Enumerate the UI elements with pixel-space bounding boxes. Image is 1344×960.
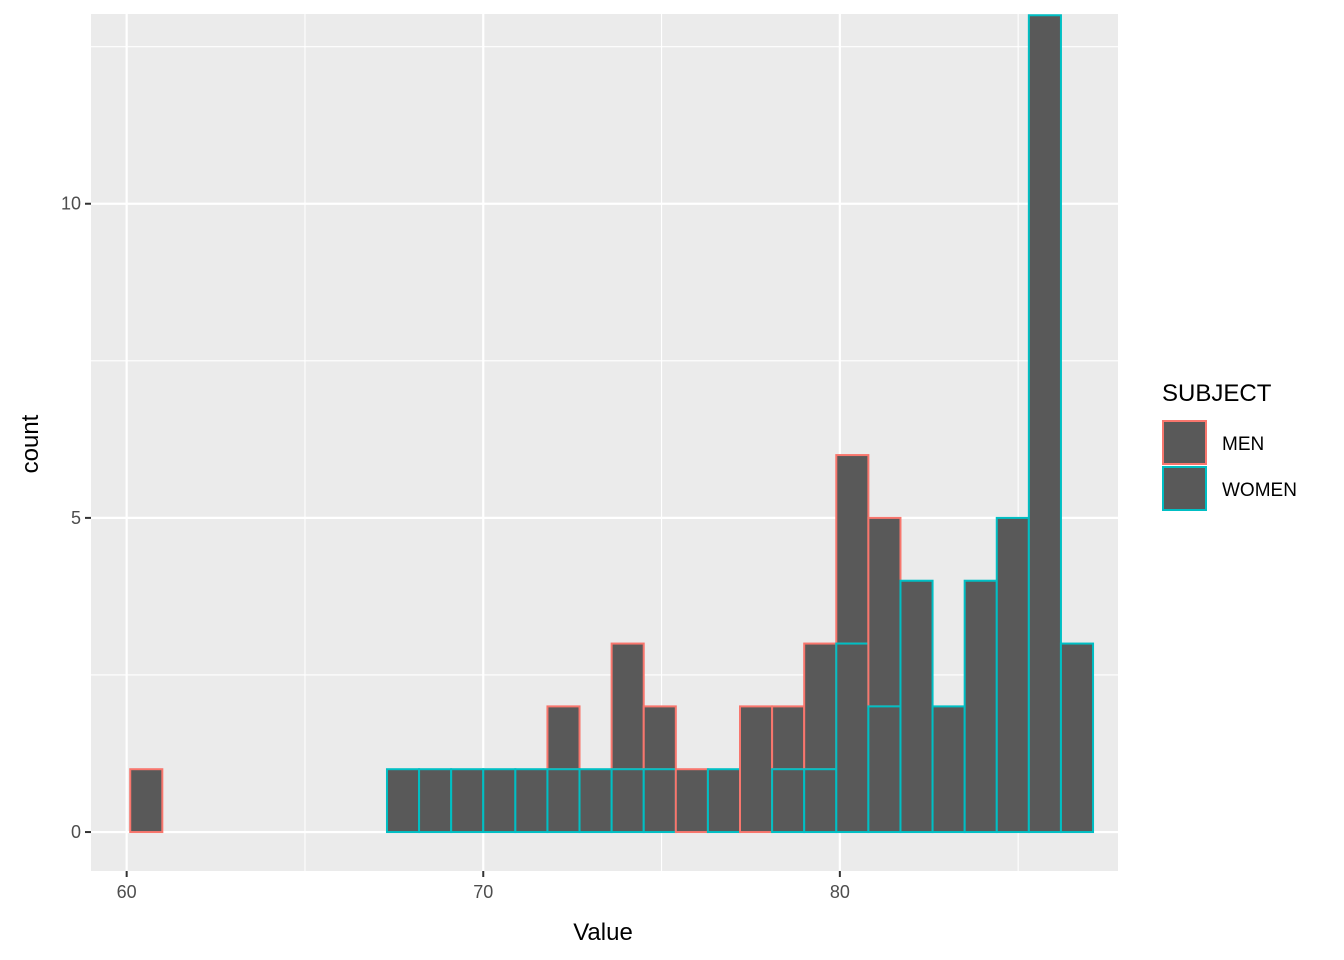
x-tick-label: 80 (830, 882, 850, 902)
bar-women (450, 768, 485, 834)
bar-women (803, 768, 838, 834)
bar-men (610, 642, 645, 771)
x-tick-label: 70 (473, 882, 493, 902)
bar-men (739, 705, 774, 834)
legend-title: SUBJECT (1162, 380, 1272, 407)
y-tick-label: 5 (71, 508, 81, 528)
bar-men (803, 642, 838, 771)
bar-women (931, 705, 966, 834)
bar-women (578, 768, 613, 834)
bar-women (706, 768, 742, 834)
bar-women (385, 768, 421, 834)
bar-men (835, 454, 870, 645)
bar-men (867, 516, 902, 708)
minor-gridlines (91, 14, 1118, 871)
y-tick-label: 10 (61, 194, 81, 214)
y-tick-label: 0 (71, 822, 81, 842)
histogram-bars (129, 14, 1095, 834)
bar-women (963, 579, 998, 834)
x-axis: 60 70 80 (117, 871, 850, 902)
bar-women (642, 768, 677, 834)
x-axis-title: Value (573, 919, 633, 946)
bar-women (867, 705, 902, 834)
y-axis: 0 5 10 (61, 194, 91, 842)
legend-label-women: WOMEN (1222, 480, 1297, 501)
bar-women (899, 579, 934, 834)
bar-women (514, 768, 549, 834)
bar-women (1059, 642, 1095, 834)
legend-key-women (1162, 466, 1207, 511)
legend-label-men: MEN (1222, 434, 1264, 455)
bar-women (610, 768, 645, 834)
y-axis-title: count (17, 414, 44, 473)
bar-women (482, 768, 517, 834)
x-tick-label: 60 (117, 882, 137, 902)
bar-women (418, 768, 453, 834)
legend-key-men (1162, 420, 1207, 465)
bar-men (129, 768, 164, 834)
bar-men (674, 768, 709, 834)
legend: SUBJECT MEN WOMEN (1162, 380, 1297, 511)
bar-women (1027, 14, 1062, 834)
bar-women (995, 516, 1030, 834)
bar-women (835, 642, 870, 834)
bar-women (546, 768, 581, 834)
bar-men (771, 705, 806, 771)
bar-men (642, 705, 677, 771)
bar-men (546, 705, 581, 771)
bar-women (771, 768, 806, 834)
